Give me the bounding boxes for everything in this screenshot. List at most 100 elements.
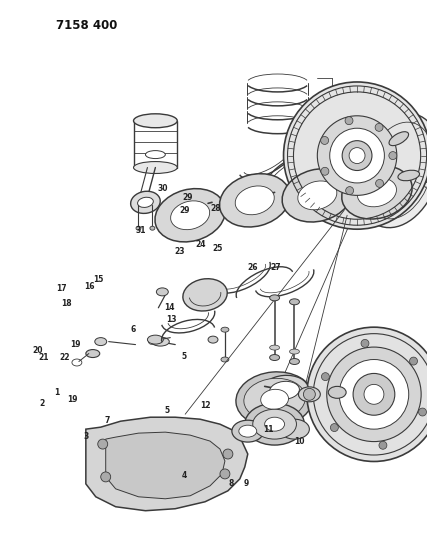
Text: 15: 15 [93, 274, 104, 284]
Text: 3: 3 [84, 432, 89, 441]
Circle shape [321, 136, 329, 144]
Ellipse shape [221, 357, 229, 362]
Text: 7158 400: 7158 400 [56, 19, 117, 33]
Ellipse shape [270, 381, 300, 399]
Ellipse shape [236, 372, 313, 427]
Ellipse shape [289, 349, 300, 354]
Circle shape [346, 187, 354, 195]
Ellipse shape [155, 189, 226, 242]
Circle shape [101, 472, 111, 482]
Ellipse shape [171, 201, 210, 230]
Circle shape [379, 441, 387, 449]
Text: 19: 19 [68, 394, 78, 403]
Ellipse shape [137, 197, 153, 207]
Text: 4: 4 [181, 471, 187, 480]
Circle shape [410, 357, 417, 365]
Ellipse shape [264, 398, 272, 403]
Ellipse shape [95, 337, 107, 345]
Ellipse shape [221, 327, 229, 332]
Text: 18: 18 [61, 299, 71, 308]
Text: 24: 24 [195, 240, 205, 249]
Ellipse shape [270, 345, 279, 350]
Text: 25: 25 [212, 244, 223, 253]
Ellipse shape [253, 409, 297, 439]
Ellipse shape [342, 166, 412, 219]
Ellipse shape [353, 374, 395, 415]
Text: 20: 20 [32, 346, 43, 355]
Text: 6: 6 [131, 325, 136, 334]
Ellipse shape [156, 288, 168, 296]
Circle shape [376, 180, 383, 188]
Ellipse shape [150, 226, 155, 230]
Ellipse shape [342, 141, 372, 171]
Ellipse shape [270, 295, 279, 301]
Circle shape [303, 389, 315, 400]
Text: 29: 29 [180, 206, 190, 215]
Ellipse shape [270, 354, 279, 360]
Ellipse shape [307, 327, 428, 462]
Ellipse shape [298, 387, 320, 402]
Text: 22: 22 [59, 353, 70, 362]
Ellipse shape [398, 170, 419, 181]
Text: 31: 31 [136, 226, 146, 235]
Ellipse shape [327, 347, 421, 441]
Text: 17: 17 [56, 284, 67, 293]
Ellipse shape [364, 384, 384, 404]
Ellipse shape [208, 336, 218, 343]
Ellipse shape [232, 420, 264, 442]
Ellipse shape [283, 82, 428, 229]
Ellipse shape [389, 132, 409, 146]
Text: 13: 13 [166, 315, 177, 324]
Ellipse shape [134, 161, 177, 173]
Text: 26: 26 [247, 263, 258, 272]
Ellipse shape [330, 128, 384, 183]
Text: 27: 27 [270, 263, 281, 272]
Ellipse shape [289, 359, 300, 365]
Text: 7: 7 [104, 416, 110, 425]
Circle shape [220, 469, 230, 479]
Ellipse shape [261, 389, 288, 409]
Ellipse shape [131, 191, 160, 213]
Ellipse shape [328, 386, 346, 398]
Ellipse shape [136, 226, 141, 230]
Ellipse shape [357, 178, 396, 207]
Ellipse shape [147, 335, 163, 344]
Circle shape [361, 340, 369, 348]
Polygon shape [106, 432, 225, 499]
Text: 28: 28 [211, 204, 221, 213]
Text: 14: 14 [164, 303, 175, 312]
Text: 1: 1 [54, 388, 59, 397]
Ellipse shape [265, 417, 285, 431]
Ellipse shape [245, 403, 304, 445]
Text: 19: 19 [71, 341, 81, 350]
Text: 2: 2 [39, 399, 45, 408]
Polygon shape [86, 417, 248, 511]
Ellipse shape [244, 378, 305, 421]
Circle shape [223, 449, 233, 459]
Text: 21: 21 [39, 353, 49, 362]
Text: 29: 29 [182, 193, 193, 202]
Ellipse shape [279, 419, 309, 439]
Ellipse shape [86, 350, 100, 358]
Text: 5: 5 [181, 352, 187, 361]
Circle shape [321, 373, 330, 381]
Ellipse shape [261, 375, 308, 406]
Text: 5: 5 [165, 406, 170, 415]
Text: 16: 16 [85, 282, 95, 291]
Circle shape [375, 123, 383, 131]
Text: 12: 12 [200, 401, 211, 410]
Text: 8: 8 [228, 479, 234, 488]
Ellipse shape [298, 181, 337, 210]
Ellipse shape [357, 114, 428, 228]
Ellipse shape [239, 425, 257, 437]
Text: 11: 11 [263, 425, 273, 434]
Circle shape [345, 117, 353, 125]
Ellipse shape [146, 151, 165, 158]
Circle shape [321, 167, 329, 175]
Circle shape [419, 408, 426, 416]
Text: 10: 10 [294, 437, 304, 446]
Ellipse shape [251, 395, 259, 400]
Circle shape [389, 151, 397, 159]
Ellipse shape [183, 279, 227, 311]
Ellipse shape [282, 169, 353, 222]
